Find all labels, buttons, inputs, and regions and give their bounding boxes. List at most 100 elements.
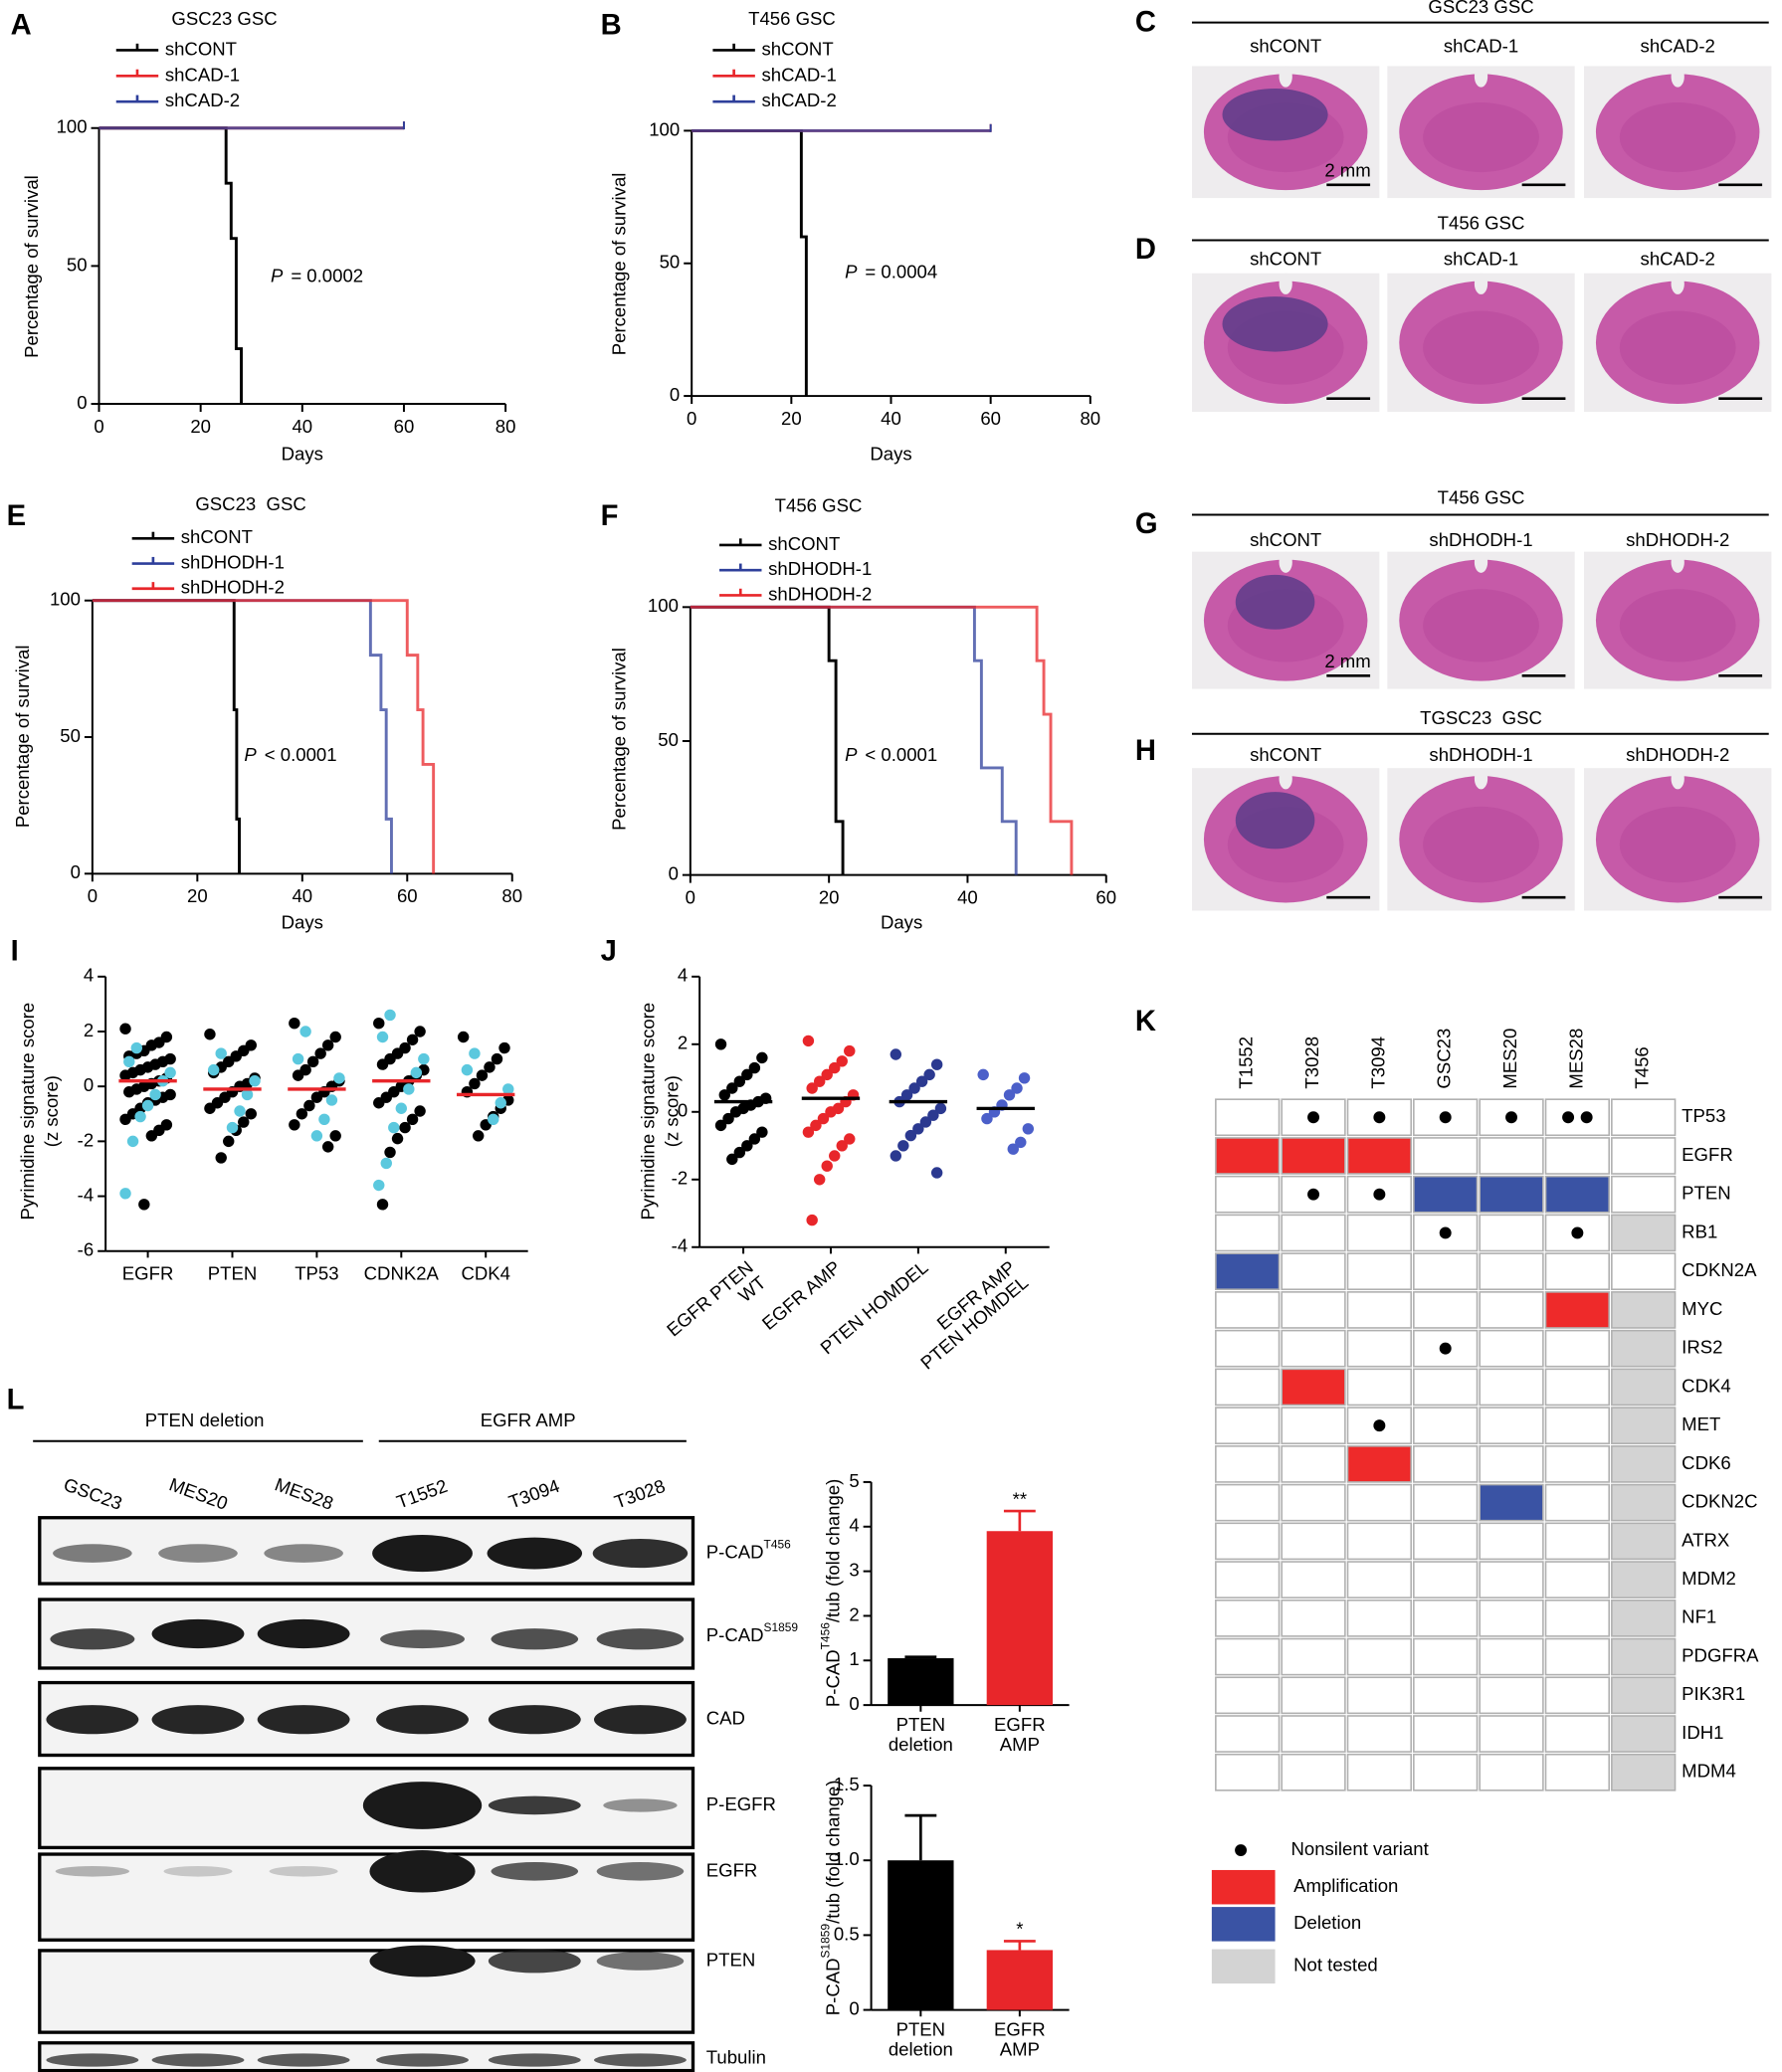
x-tick-label: 0 xyxy=(686,886,695,907)
y-tick-label: -4 xyxy=(78,1184,95,1205)
point xyxy=(476,1069,489,1081)
variant-dot xyxy=(1439,1342,1452,1355)
y-axis-label: P-CADT456/tub (fold change) xyxy=(819,1479,844,1707)
legend-label: shCAD-1 xyxy=(761,64,836,85)
row-label: RB1 xyxy=(1682,1221,1717,1241)
column-label: T3094 xyxy=(1367,1036,1388,1089)
legend-label: shDHODH-1 xyxy=(768,558,872,579)
point xyxy=(836,1140,848,1152)
y-tick-label: 3 xyxy=(849,1560,859,1581)
band xyxy=(53,1544,132,1563)
x-tick-label: 60 xyxy=(397,885,418,906)
point xyxy=(806,1082,818,1094)
brain-texture xyxy=(1619,806,1736,883)
group-label: PTEN deletion xyxy=(145,1410,265,1430)
y-tick-label: 0 xyxy=(669,863,679,884)
cell xyxy=(1413,1676,1479,1715)
cell xyxy=(1479,1676,1544,1715)
brain-notch xyxy=(1474,551,1488,573)
point xyxy=(813,1174,826,1186)
cell xyxy=(1479,1175,1544,1214)
point xyxy=(836,1055,848,1067)
y-tick-label: 2 xyxy=(84,1020,94,1040)
x-tick-label: EGFR xyxy=(122,1263,174,1284)
legend-label: Amplification xyxy=(1293,1875,1398,1896)
bar xyxy=(888,1860,954,2010)
cell xyxy=(1346,1637,1413,1676)
point xyxy=(164,1066,176,1079)
brain-texture xyxy=(1423,310,1539,385)
point xyxy=(310,1091,323,1103)
y-axis-label: P-CADS1859/tub (fold change) xyxy=(819,1780,844,2015)
cell xyxy=(1611,1291,1677,1329)
row-label-text: P-EGFR xyxy=(706,1793,776,1814)
point xyxy=(806,1214,818,1226)
point xyxy=(123,1055,135,1068)
point xyxy=(821,1068,833,1081)
point xyxy=(915,1075,928,1087)
cell xyxy=(1215,1599,1281,1637)
point xyxy=(930,1058,943,1070)
cell xyxy=(1281,1599,1346,1637)
point xyxy=(502,1083,514,1095)
cell xyxy=(1215,1637,1281,1676)
cell xyxy=(1611,1715,1677,1753)
cell xyxy=(1281,1483,1346,1522)
cell xyxy=(1346,1676,1413,1715)
cell xyxy=(1281,1561,1346,1599)
cell xyxy=(1611,1599,1677,1637)
x-tick-label-line: EGFR AMP xyxy=(758,1256,845,1334)
point xyxy=(829,1061,841,1074)
row-label-text: CAD xyxy=(706,1708,745,1729)
p-value: P < 0.0001 xyxy=(244,744,336,765)
legend-label: shCAD-1 xyxy=(165,64,240,85)
cell xyxy=(1479,1483,1544,1522)
point xyxy=(388,1121,400,1134)
cell xyxy=(1215,1368,1281,1407)
point xyxy=(469,1077,481,1090)
image-label: shCAD-1 xyxy=(1444,248,1518,269)
y-tick-label: 50 xyxy=(60,725,81,746)
point xyxy=(207,1063,220,1076)
point xyxy=(890,1048,902,1060)
band xyxy=(369,1850,476,1893)
cell xyxy=(1479,1329,1544,1368)
cell xyxy=(1281,1676,1346,1715)
row-label: PTEN xyxy=(706,1949,756,1970)
x-tick-label: 80 xyxy=(1080,408,1100,429)
x-tick-label: PTEN xyxy=(208,1263,258,1284)
point xyxy=(306,1055,319,1068)
group-label: EGFR AMP xyxy=(481,1410,576,1430)
y-axis-label-part: /tub (fold change) xyxy=(822,1780,843,1923)
band xyxy=(264,1544,343,1563)
brain-texture xyxy=(1619,102,1736,173)
y-tick-label: -2 xyxy=(672,1168,689,1189)
point xyxy=(384,1009,396,1022)
cell xyxy=(1413,1291,1479,1329)
cell xyxy=(1281,1137,1346,1175)
x-tick-label: CDNK2A xyxy=(364,1263,440,1284)
y-axis-label: (z score) xyxy=(662,1075,683,1147)
band xyxy=(158,1544,238,1563)
brain-notch xyxy=(1671,273,1684,294)
brain-notch xyxy=(1279,768,1292,790)
row-label: CDKN2C xyxy=(1682,1491,1757,1512)
y-tick-label: 0 xyxy=(849,1997,859,2018)
image-label: shDHODH-2 xyxy=(1626,744,1729,765)
cell xyxy=(1346,1252,1413,1291)
point xyxy=(488,1113,499,1125)
point xyxy=(373,1179,385,1192)
point xyxy=(373,1018,385,1030)
point xyxy=(844,1133,856,1145)
band xyxy=(592,1538,689,1569)
band xyxy=(362,1782,483,1829)
point xyxy=(756,1051,768,1064)
western-blot-image xyxy=(38,1516,695,2072)
variant-dot xyxy=(1307,1111,1320,1124)
significance: * xyxy=(1016,1919,1023,1940)
point xyxy=(376,1058,389,1070)
p-text: < 0.0001 xyxy=(265,744,337,765)
x-tick-label: 20 xyxy=(190,416,211,437)
point xyxy=(204,1029,216,1040)
cell xyxy=(1346,1407,1413,1444)
